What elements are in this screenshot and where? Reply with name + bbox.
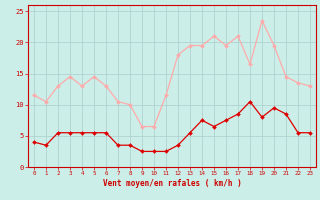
X-axis label: Vent moyen/en rafales ( km/h ): Vent moyen/en rafales ( km/h ) xyxy=(103,179,241,188)
